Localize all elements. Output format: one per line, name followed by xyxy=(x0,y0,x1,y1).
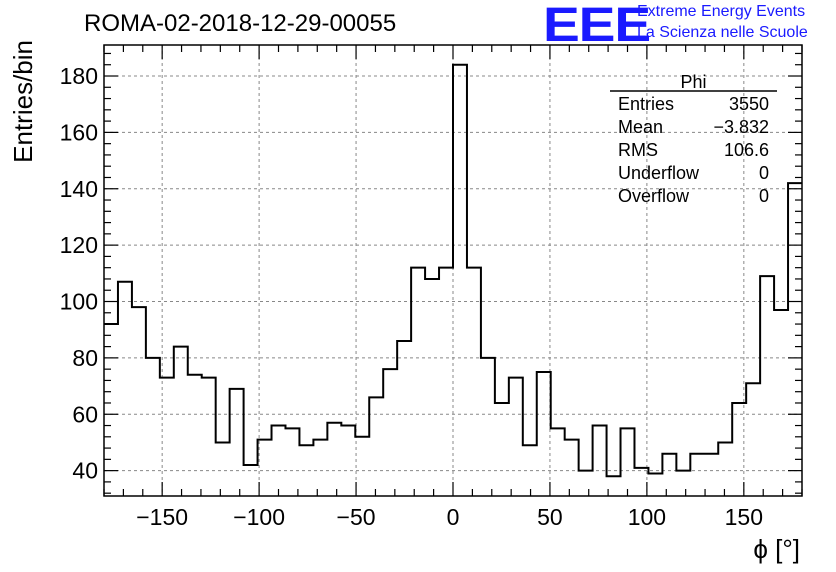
histogram-bin xyxy=(355,437,369,496)
histogram-bin xyxy=(285,428,299,496)
histogram-bin xyxy=(244,465,258,496)
plot-title: ROMA-02-2018-12-29-00055 xyxy=(84,10,397,37)
y-tick-label: 100 xyxy=(60,289,98,315)
histogram-bin xyxy=(788,183,802,496)
histogram-bin xyxy=(537,372,551,496)
histogram-bin xyxy=(774,310,788,496)
histogram-bin xyxy=(453,65,467,496)
histogram-bin xyxy=(467,268,481,496)
histogram-bin xyxy=(718,442,732,496)
histogram-bin xyxy=(662,454,676,496)
y-axis-label: Entries/bin xyxy=(8,40,38,163)
histogram-bin xyxy=(411,268,425,496)
histogram-bin xyxy=(523,445,537,496)
histogram-bin xyxy=(425,279,439,496)
histogram-line xyxy=(104,63,802,478)
histogram-bin xyxy=(118,282,132,496)
histogram-bin xyxy=(369,397,383,496)
histogram-bin xyxy=(481,358,495,496)
x-tick-label: −150 xyxy=(136,504,188,530)
histogram-bin xyxy=(313,440,327,496)
histogram-bin xyxy=(509,378,523,496)
histogram-bin xyxy=(439,268,453,496)
stats-row-label: Overflow xyxy=(618,186,690,206)
histogram-bin xyxy=(593,426,607,496)
stats-row-value: 3550 xyxy=(729,94,769,114)
histogram-bin xyxy=(579,471,593,496)
y-tick-label: 140 xyxy=(60,176,98,202)
stats-row-value: −3.832 xyxy=(713,117,769,137)
histogram-bin xyxy=(565,440,579,496)
histogram-bin xyxy=(188,375,202,496)
histogram-bin xyxy=(551,428,565,496)
stats-row-label: Entries xyxy=(618,94,674,114)
logo-line-2: La Scienza nelle Scuole xyxy=(637,24,808,41)
stats-row-value: 0 xyxy=(759,186,769,206)
histogram-bin xyxy=(676,471,690,496)
x-tick-label: 0 xyxy=(447,504,460,530)
stats-row-label: Mean xyxy=(618,117,663,137)
histogram-bin xyxy=(160,378,174,496)
stats-row-label: RMS xyxy=(618,140,658,160)
histogram-bin xyxy=(760,276,774,496)
stats-row-value: 106.6 xyxy=(724,140,769,160)
stats-row-label: Underflow xyxy=(618,163,700,183)
histogram-bin xyxy=(341,426,355,496)
histogram-bin xyxy=(495,403,509,496)
histogram-bin xyxy=(648,473,662,496)
x-axis-label: ϕ [°] xyxy=(753,534,800,564)
histogram-bin xyxy=(230,389,244,496)
histogram-bin xyxy=(327,423,341,496)
histogram-bin xyxy=(202,378,216,496)
x-tick-label: 150 xyxy=(725,504,763,530)
histogram-bin xyxy=(397,341,411,496)
histogram-bin xyxy=(216,442,230,496)
x-tick-label: −100 xyxy=(233,504,285,530)
histogram-bin xyxy=(704,454,718,496)
y-tick-label: 60 xyxy=(72,401,98,427)
histogram-bin xyxy=(146,358,160,496)
histogram-bin xyxy=(272,426,286,496)
histogram-bin xyxy=(746,383,760,496)
x-tick-label: 50 xyxy=(537,504,563,530)
histogram-bin xyxy=(174,347,188,496)
y-tick-label: 180 xyxy=(60,63,98,89)
stats-row-value: 0 xyxy=(759,163,769,183)
y-tick-label: 40 xyxy=(72,458,98,484)
y-tick-label: 80 xyxy=(72,345,98,371)
histogram-bin xyxy=(132,307,146,496)
stats-title: Phi xyxy=(680,72,706,92)
y-tick-label: 120 xyxy=(60,232,98,258)
histogram-bin xyxy=(690,454,704,496)
logo-line-1: Extreme Energy Events xyxy=(637,3,806,20)
histogram-bin xyxy=(299,445,313,496)
histogram-bin xyxy=(621,428,635,496)
y-tick-label: 160 xyxy=(60,119,98,145)
histogram-bin xyxy=(383,369,397,496)
eee-logo: EEE xyxy=(543,0,651,52)
x-tick-label: 100 xyxy=(628,504,666,530)
x-tick-label: −50 xyxy=(337,504,376,530)
